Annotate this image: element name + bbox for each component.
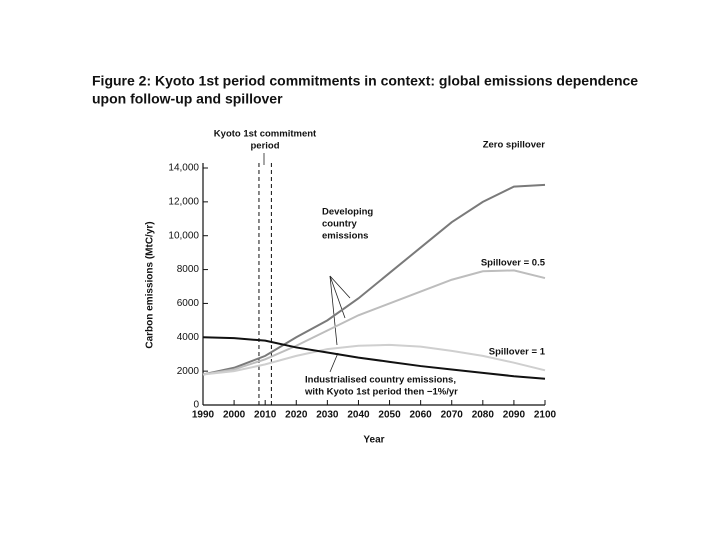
y-tick-label: 10,000 — [168, 230, 199, 241]
x-axis-label: Year — [363, 435, 384, 446]
x-tick-label: 2070 — [441, 410, 464, 421]
series-label: Spillover = 1 — [489, 347, 546, 358]
y-tick-label: 12,000 — [168, 196, 199, 207]
x-tick-label: 1990 — [192, 410, 215, 421]
annotation: Industrialised country emissions, — [305, 375, 456, 386]
y-tick-label: 0 — [193, 400, 199, 411]
x-tick-label: 2010 — [254, 410, 277, 421]
y-tick-label: 2000 — [177, 366, 200, 377]
x-tick-label: 2000 — [223, 410, 246, 421]
x-tick-label: 2020 — [285, 410, 308, 421]
x-tick-label: 2060 — [410, 410, 433, 421]
x-tick-label: 2040 — [347, 410, 370, 421]
series-line — [202, 336, 546, 380]
annotation: emissions — [322, 231, 368, 242]
series-line — [202, 183, 546, 376]
annotation: Kyoto 1st commitment — [214, 129, 317, 140]
series-label: Spillover = 0.5 — [481, 258, 546, 269]
x-tick-label: 2050 — [378, 410, 401, 421]
series-line — [202, 343, 546, 376]
x-tick-label: 2030 — [316, 410, 339, 421]
annotation: with Kyoto 1st period then −1%/yr — [304, 387, 458, 398]
x-tick-label: 2100 — [534, 410, 557, 421]
y-tick-label: 6000 — [177, 298, 200, 309]
y-tick-label: 8000 — [177, 264, 200, 275]
chart-title: upon follow-up and spillover — [92, 91, 283, 107]
annotation-arrows — [263, 153, 351, 373]
annotation: Developing — [322, 207, 373, 218]
annotation: period — [250, 141, 279, 152]
x-tick-label: 2090 — [503, 410, 526, 421]
series-label: Zero spillover — [483, 140, 546, 151]
series-line — [202, 269, 546, 376]
chart-title: Figure 2: Kyoto 1st period commitments i… — [92, 73, 638, 89]
y-tick-label: 4000 — [177, 332, 200, 343]
y-axis-label: Carbon emissions (MtC/yr) — [145, 221, 156, 348]
x-tick-label: 2080 — [472, 410, 495, 421]
annotation: country — [322, 219, 358, 230]
y-tick-label: 14,000 — [168, 163, 199, 174]
